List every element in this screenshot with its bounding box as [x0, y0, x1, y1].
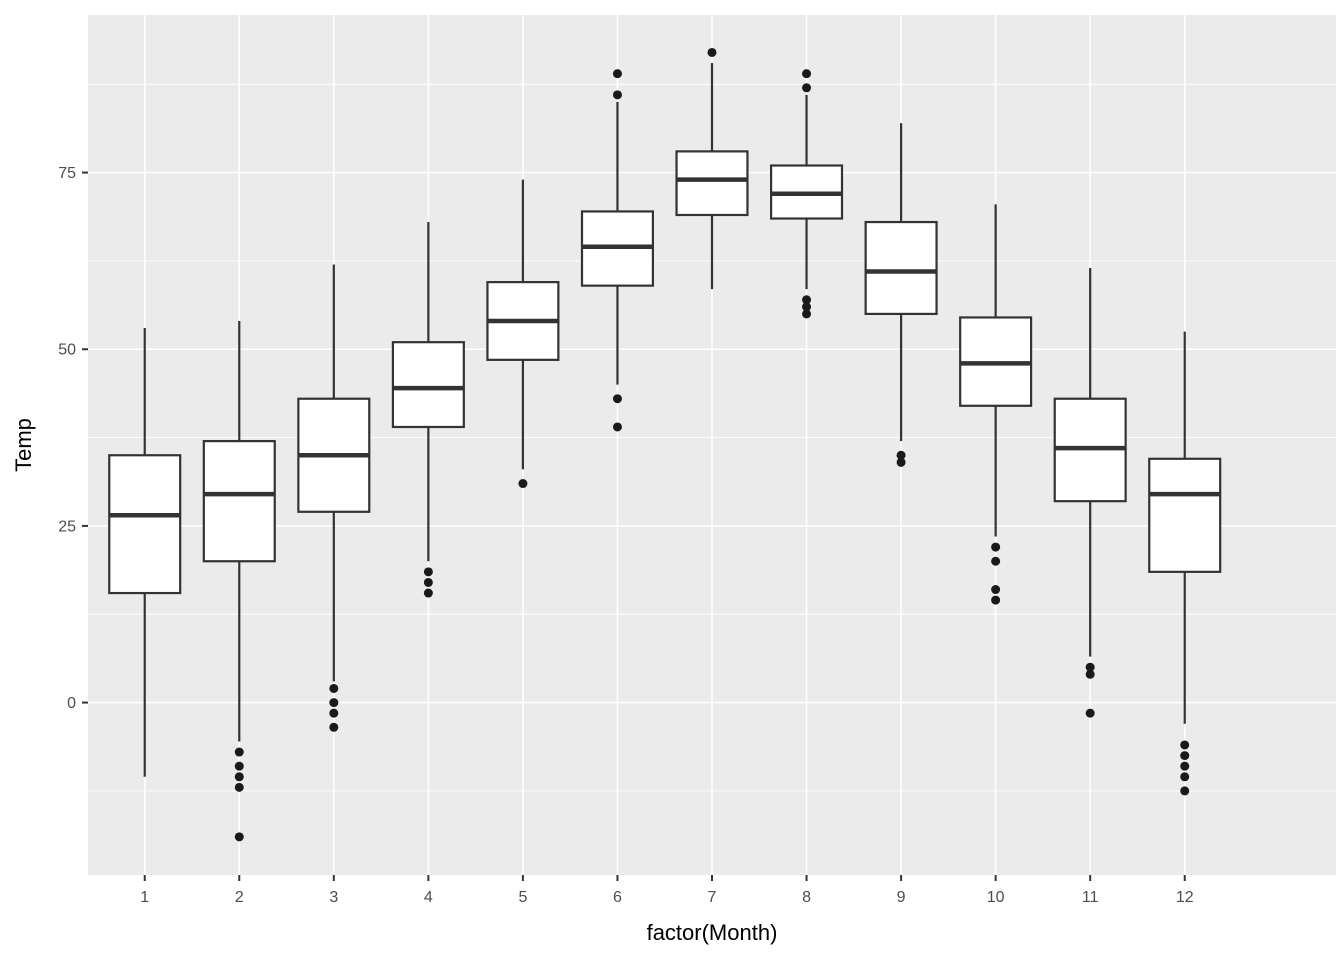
outlier-point [991, 542, 1001, 552]
iqr-box [864, 220, 938, 316]
y-tick-label: 0 [67, 695, 76, 712]
outlier-point [234, 747, 244, 757]
outlier-point [1180, 761, 1190, 771]
x-tick-label: 7 [708, 889, 717, 906]
x-tick-label: 12 [1176, 889, 1194, 906]
boxplot-month-6 [580, 69, 655, 432]
outlier-point [991, 585, 1001, 595]
outlier-point [423, 567, 433, 577]
outlier-point [612, 394, 622, 404]
boxplot-month-3 [297, 264, 371, 732]
y-tick-label: 25 [58, 518, 76, 535]
outlier-point [1180, 751, 1190, 761]
x-tick-label: 11 [1082, 889, 1099, 906]
outlier-point [1085, 662, 1095, 672]
x-axis-title: factor(Month) [646, 920, 778, 945]
outlier-point [329, 708, 339, 718]
boxplot-month-10 [959, 204, 1033, 605]
x-tick-label: 2 [235, 889, 244, 906]
outlier-point [707, 47, 717, 57]
x-tick-label: 6 [613, 889, 622, 906]
outlier-point [802, 302, 812, 312]
x-tick-label: 1 [140, 889, 149, 906]
outlier-point [234, 832, 244, 842]
outlier-point [612, 69, 622, 79]
x-tick-label: 10 [987, 889, 1005, 906]
outlier-point [896, 457, 906, 467]
outlier-point [423, 588, 433, 598]
iqr-box [108, 454, 182, 595]
outlier-point [234, 772, 244, 782]
outlier-point [802, 295, 812, 305]
y-tick-label: 75 [58, 165, 76, 182]
boxplot-month-9 [864, 123, 938, 467]
outlier-point [234, 782, 244, 792]
boxplot-month-2 [202, 320, 276, 842]
boxplot-month-1 [108, 328, 182, 777]
outlier-point [612, 422, 622, 432]
outlier-point [329, 698, 339, 708]
outlier-point [802, 309, 812, 319]
x-tick-label: 5 [518, 889, 527, 906]
x-tick-label: 9 [897, 889, 906, 906]
outlier-point [423, 577, 433, 587]
outlier-point [1180, 740, 1190, 750]
y-tick-label: 50 [58, 342, 76, 359]
outlier-point [1180, 786, 1190, 796]
iqr-box [1148, 457, 1222, 573]
boxplot-month-8 [769, 69, 844, 319]
outlier-point [1085, 669, 1095, 679]
iqr-box [391, 341, 465, 429]
boxplot-month-12 [1148, 331, 1222, 796]
outlier-point [802, 83, 812, 93]
outlier-point [1180, 772, 1190, 782]
outlier-point [991, 595, 1001, 605]
y-axis-title: Temp [11, 418, 36, 472]
boxplot-month-4 [391, 222, 465, 598]
iqr-box [675, 150, 749, 217]
boxplot-month-7 [675, 47, 749, 290]
outlier-point [896, 450, 906, 460]
x-tick-label: 3 [329, 889, 338, 906]
outlier-point [1085, 708, 1095, 718]
outlier-point [802, 69, 812, 79]
boxplot-month-5 [486, 179, 560, 489]
boxplot-month-11 [1053, 267, 1127, 718]
outlier-point [329, 683, 339, 693]
x-tick-label: 4 [424, 889, 433, 906]
outlier-point [329, 722, 339, 732]
outlier-point [612, 90, 622, 100]
x-tick-label: 8 [802, 889, 811, 906]
outlier-point [234, 761, 244, 771]
iqr-box [202, 440, 276, 563]
outlier-point [991, 556, 1001, 566]
outlier-point [518, 479, 528, 489]
